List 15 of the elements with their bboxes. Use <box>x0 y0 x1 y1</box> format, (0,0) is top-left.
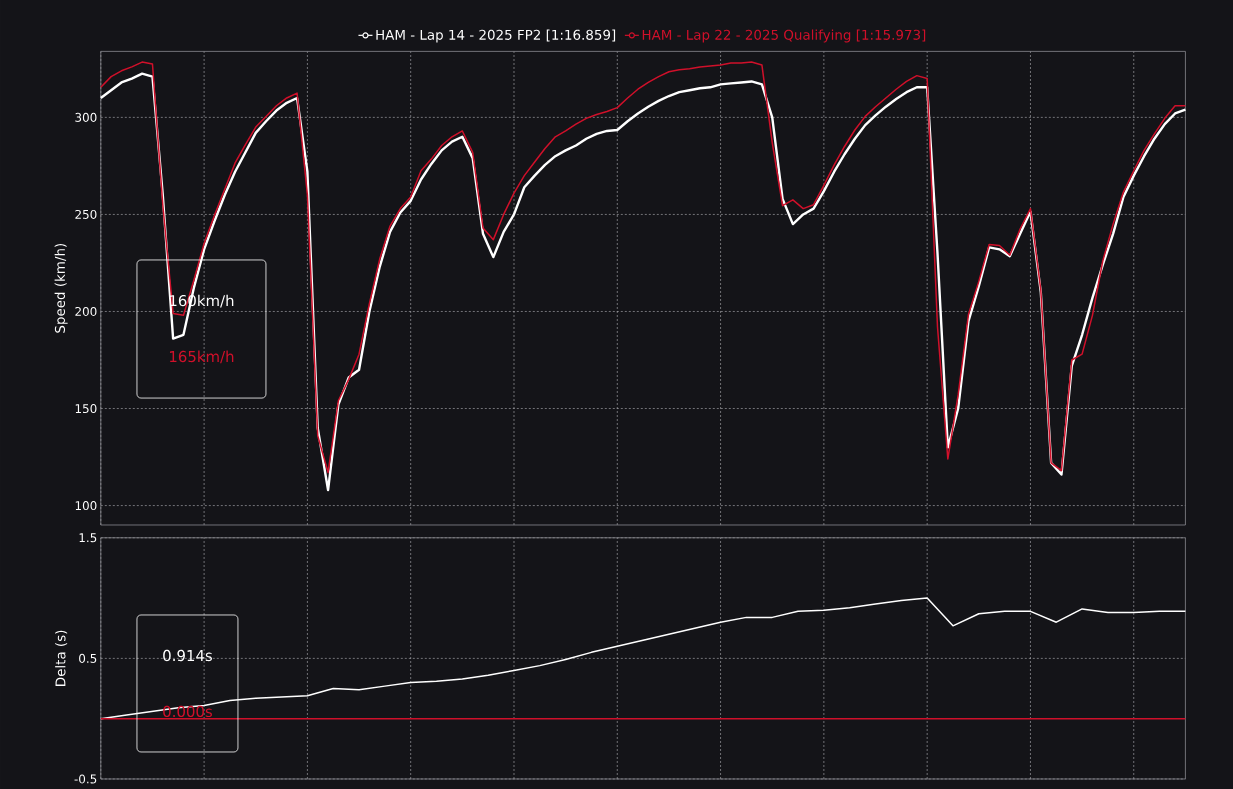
y-tick-label: 150 <box>75 404 97 414</box>
annotation: 165km/h <box>169 350 234 364</box>
y-tick-label: -0.5 <box>74 774 97 784</box>
y-axis-title: Delta (s) <box>55 630 68 686</box>
y-axis-title: Speed (km/h) <box>54 243 68 333</box>
annotation: 0.000s <box>163 705 212 718</box>
y-tick-label: 200 <box>75 306 97 316</box>
y-tick-label: 1.5 <box>79 533 97 543</box>
annotation: 0.914s <box>163 649 212 662</box>
legend-label: HAM - Lap 14 - 2025 FP2 [1:16.859] <box>376 29 616 43</box>
y-tick-label: 100 <box>75 501 97 511</box>
y-tick-label: 0.5 <box>79 653 97 663</box>
legend-label: HAM - Lap 22 - 2025 Qualifying [1:15.973] <box>642 29 926 43</box>
y-tick-label: 250 <box>75 209 97 219</box>
y-tick-label: 300 <box>75 112 97 122</box>
